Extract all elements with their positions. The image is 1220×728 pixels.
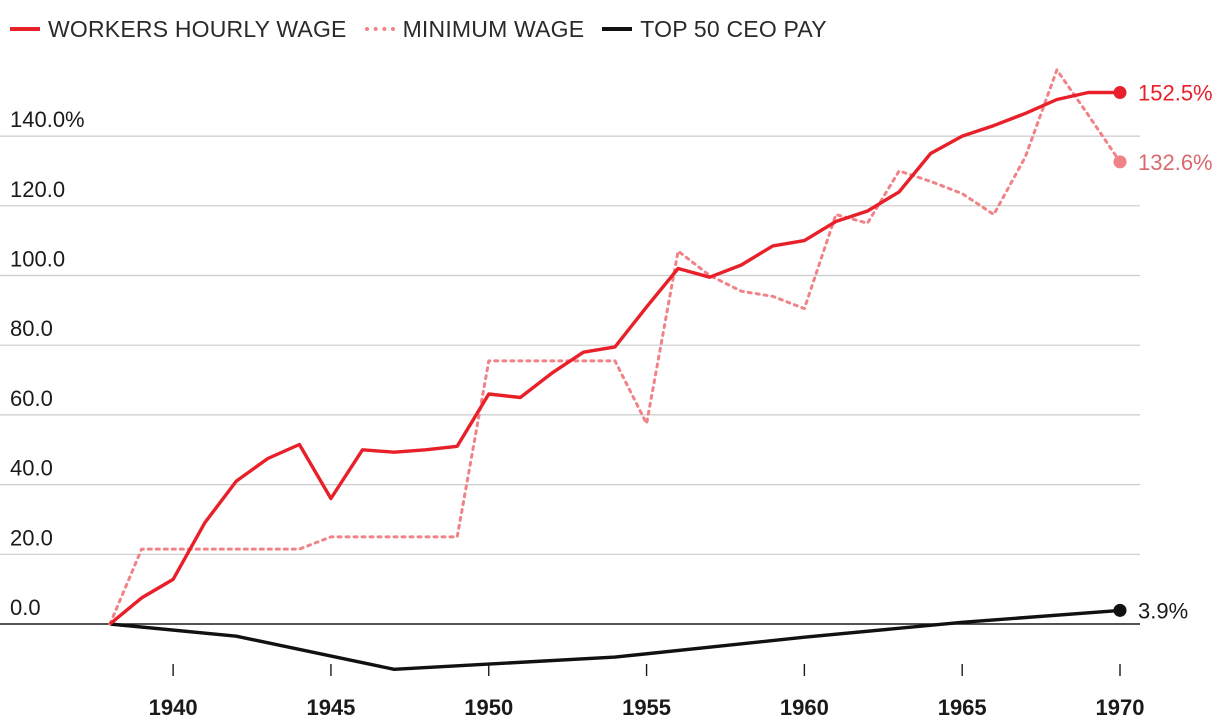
x-tick-label: 1940 (149, 695, 198, 720)
y-tick-label: 120.0 (10, 177, 65, 202)
y-tick-label: 0.0 (10, 595, 41, 620)
y-tick-label: 60.0 (10, 386, 53, 411)
end-point-marker (1113, 86, 1127, 100)
gridlines (0, 135, 1140, 625)
end-value-label: 152.5% (1138, 81, 1213, 106)
end-point-marker (1113, 603, 1127, 617)
legend-item-workers-hourly-wage: WORKERS HOURLY WAGE (10, 16, 347, 43)
legend-swatch-dotted-pink (364, 27, 395, 31)
series-line-workers-hourly-wage (108, 90, 1120, 626)
y-tick-label: 40.0 (10, 456, 53, 481)
x-tick-label: 1960 (780, 695, 829, 720)
x-tick-label: 1945 (306, 695, 355, 720)
legend-swatch-solid-black (602, 27, 633, 31)
legend-label: MINIMUM WAGE (402, 15, 585, 42)
end-value-label: 132.6% (1138, 150, 1213, 175)
y-tick-label: 80.0 (10, 316, 53, 341)
legend: WORKERS HOURLY WAGE MINIMUM WAGE TOP 50 … (10, 14, 827, 44)
x-tick-label: 1970 (1096, 695, 1145, 720)
legend-swatch-solid-red (10, 27, 40, 31)
legend-label: WORKERS HOURLY WAGE (48, 15, 347, 42)
y-tick-label: 20.0 (10, 525, 53, 550)
series-lines (108, 68, 1122, 671)
x-tick-label: 1965 (938, 695, 987, 720)
end-value-label: 3.9% (1138, 598, 1188, 623)
series-line-minimum-wage (108, 68, 1122, 626)
y-tick-label: 140.0% (10, 107, 85, 132)
series-line-top-50-ceo-pay (109, 608, 1121, 671)
y-tick-label: 100.0 (10, 247, 65, 272)
legend-item-top-50-ceo-pay: TOP 50 CEO PAY (602, 15, 827, 43)
x-tick-label: 1950 (464, 695, 513, 720)
series-end-markers: 152.5% 132.6% 3.9% (1113, 81, 1213, 623)
end-point-marker (1113, 155, 1127, 169)
legend-item-minimum-wage: MINIMUM WAGE (364, 15, 585, 43)
x-tick-label: 1955 (622, 695, 671, 720)
y-axis-tick-labels: 0.0 20.0 40.0 60.0 80.0 100.0 120.0 140.0% (10, 107, 85, 620)
x-axis-tick-labels: 1940 1945 1950 1955 1960 1965 1970 (149, 664, 1145, 720)
legend-label: TOP 50 CEO PAY (640, 15, 827, 42)
